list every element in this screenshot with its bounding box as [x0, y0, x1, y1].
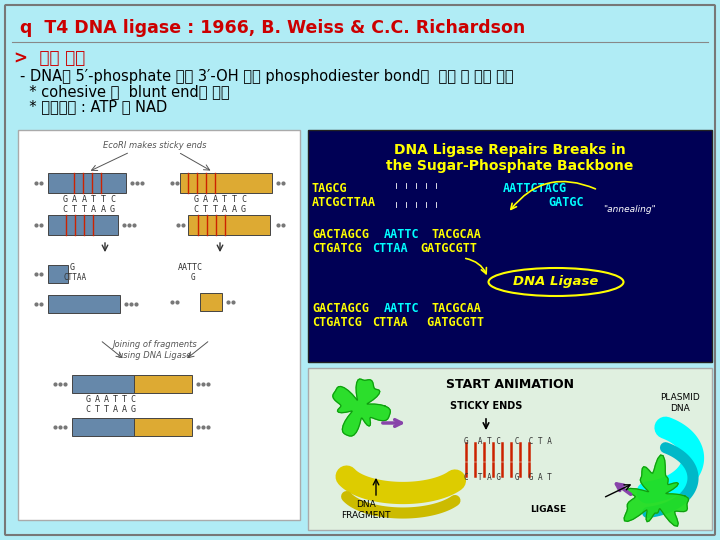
Text: LIGASE: LIGASE	[530, 505, 566, 515]
Text: T: T	[101, 195, 106, 205]
Text: G: G	[70, 264, 74, 273]
Text: * cohesive 및  blunt end의 연결: * cohesive 및 blunt end의 연결	[20, 84, 230, 99]
Text: CTTAA: CTTAA	[372, 242, 408, 255]
Text: CTTAA: CTTAA	[372, 315, 408, 328]
Bar	[200, 293, 222, 311]
Text: T: T	[104, 406, 109, 415]
Text: A: A	[104, 395, 109, 404]
Text: G: G	[241, 206, 246, 214]
Text: G: G	[110, 206, 115, 214]
Text: >  작용 기작: > 작용 기작	[14, 49, 85, 67]
Text: TACGCAA: TACGCAA	[432, 228, 482, 241]
Polygon shape	[624, 455, 688, 526]
Bar	[48, 173, 126, 193]
Text: G: G	[63, 195, 68, 205]
Text: G: G	[194, 195, 199, 205]
Bar	[308, 368, 712, 530]
FancyBboxPatch shape	[5, 5, 715, 535]
Text: T: T	[72, 206, 77, 214]
Text: T: T	[212, 206, 217, 214]
Text: AATTC: AATTC	[384, 301, 420, 314]
Text: A: A	[122, 406, 127, 415]
Text: AATTCTACG: AATTCTACG	[503, 181, 567, 194]
Text: A: A	[94, 395, 99, 404]
Text: C: C	[130, 395, 135, 404]
Bar	[134, 418, 192, 436]
Bar	[48, 215, 118, 235]
Text: "annealing": "annealing"	[603, 206, 656, 214]
Text: A: A	[203, 195, 208, 205]
Text: A: A	[72, 195, 77, 205]
Text: A: A	[222, 206, 227, 214]
Text: C  T A G   G  G A T: C T A G G G A T	[464, 474, 552, 483]
Text: T: T	[222, 195, 227, 205]
Bar	[48, 265, 68, 283]
Bar	[72, 418, 134, 436]
Text: * 에너지원 : ATP 및 NAD: * 에너지원 : ATP 및 NAD	[20, 99, 167, 114]
Text: C: C	[63, 206, 68, 214]
Text: DNA
FRAGMENT: DNA FRAGMENT	[341, 500, 391, 519]
Text: CTTAA: CTTAA	[63, 273, 86, 282]
Bar	[134, 375, 192, 393]
Ellipse shape	[488, 268, 624, 296]
Text: C: C	[110, 195, 115, 205]
Text: GATGC: GATGC	[548, 195, 584, 208]
Bar	[308, 130, 712, 362]
Text: C: C	[241, 195, 246, 205]
Polygon shape	[333, 379, 390, 436]
Text: T: T	[81, 206, 86, 214]
Text: DNA Ligase: DNA Ligase	[513, 275, 599, 288]
Text: G: G	[130, 406, 135, 415]
Bar	[18, 130, 300, 520]
Text: the Sugar-Phosphate Backbone: the Sugar-Phosphate Backbone	[387, 159, 634, 173]
Text: A: A	[232, 206, 236, 214]
Text: GACTAGCG: GACTAGCG	[312, 228, 369, 241]
Text: CTGATCG: CTGATCG	[312, 315, 362, 328]
Text: C: C	[86, 406, 91, 415]
Bar	[48, 295, 120, 313]
Text: T: T	[91, 195, 96, 205]
Text: ATCGCTTAA: ATCGCTTAA	[312, 195, 376, 208]
Text: START ANIMATION: START ANIMATION	[446, 377, 574, 390]
Text: A: A	[212, 195, 217, 205]
Text: A: A	[91, 206, 96, 214]
Text: - DNA의 5′-phosphate 기와 3′-OH 간의 phosphodiester bond를  연결 해 주는 역할: - DNA의 5′-phosphate 기와 3′-OH 간의 phosphod…	[20, 69, 513, 84]
Text: CTGATCG: CTGATCG	[312, 242, 362, 255]
Text: GACTAGCG: GACTAGCG	[312, 301, 369, 314]
Text: T: T	[203, 206, 208, 214]
Text: G: G	[86, 395, 91, 404]
Text: G  A T C   C  C T A: G A T C C C T A	[464, 436, 552, 446]
Bar	[188, 215, 270, 235]
Bar	[72, 375, 134, 393]
Text: STICKY ENDS: STICKY ENDS	[450, 401, 522, 411]
Text: GATGCGTT: GATGCGTT	[420, 242, 477, 255]
Text: T: T	[232, 195, 236, 205]
Text: DNA Ligase Repairs Breaks in: DNA Ligase Repairs Breaks in	[394, 143, 626, 157]
Text: q  T4 DNA ligase : 1966, B. Weiss & C.C. Richardson: q T4 DNA ligase : 1966, B. Weiss & C.C. …	[20, 19, 526, 37]
Text: TAGCG: TAGCG	[312, 181, 348, 194]
Text: T: T	[112, 395, 117, 404]
Text: TACGCAA: TACGCAA	[432, 301, 482, 314]
Text: GATGCGTT: GATGCGTT	[420, 315, 484, 328]
Text: A: A	[101, 206, 106, 214]
Text: T: T	[94, 406, 99, 415]
Text: AATTC: AATTC	[178, 264, 202, 273]
Text: Joining of fragments
using DNA Ligase: Joining of fragments using DNA Ligase	[112, 340, 197, 360]
Text: A: A	[81, 195, 86, 205]
Text: EcoRI makes sticky ends: EcoRI makes sticky ends	[103, 140, 207, 150]
Text: PLASMID
DNA: PLASMID DNA	[660, 393, 700, 413]
Text: C: C	[194, 206, 199, 214]
Text: G: G	[191, 273, 195, 282]
Text: A: A	[112, 406, 117, 415]
Text: AATTC: AATTC	[384, 228, 420, 241]
Text: T: T	[122, 395, 127, 404]
Bar	[180, 173, 272, 193]
